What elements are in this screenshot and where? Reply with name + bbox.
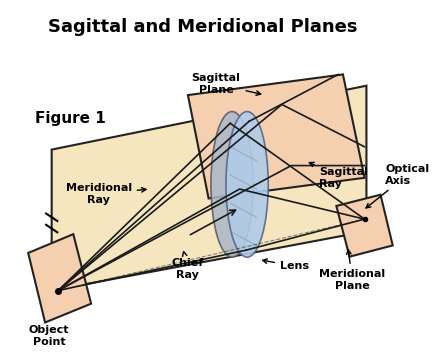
Ellipse shape [211,111,253,257]
Text: Object
Point: Object Point [29,325,69,347]
Text: Meridional
Ray: Meridional Ray [66,183,146,205]
Text: Sagittal and Meridional Planes: Sagittal and Meridional Planes [48,18,358,37]
Text: Meridional
Plane: Meridional Plane [319,250,385,291]
Text: Optical
Axis: Optical Axis [366,164,429,208]
Ellipse shape [226,111,268,257]
Polygon shape [28,234,91,323]
Text: Sagittal
Plane: Sagittal Plane [192,73,261,95]
Text: Sagittal
Ray: Sagittal Ray [309,162,368,189]
Text: Figure 1: Figure 1 [35,111,106,126]
Polygon shape [188,75,365,198]
Polygon shape [337,195,393,257]
Polygon shape [52,86,366,291]
Text: Chief
Ray: Chief Ray [172,252,204,280]
Text: Lens: Lens [263,259,309,271]
